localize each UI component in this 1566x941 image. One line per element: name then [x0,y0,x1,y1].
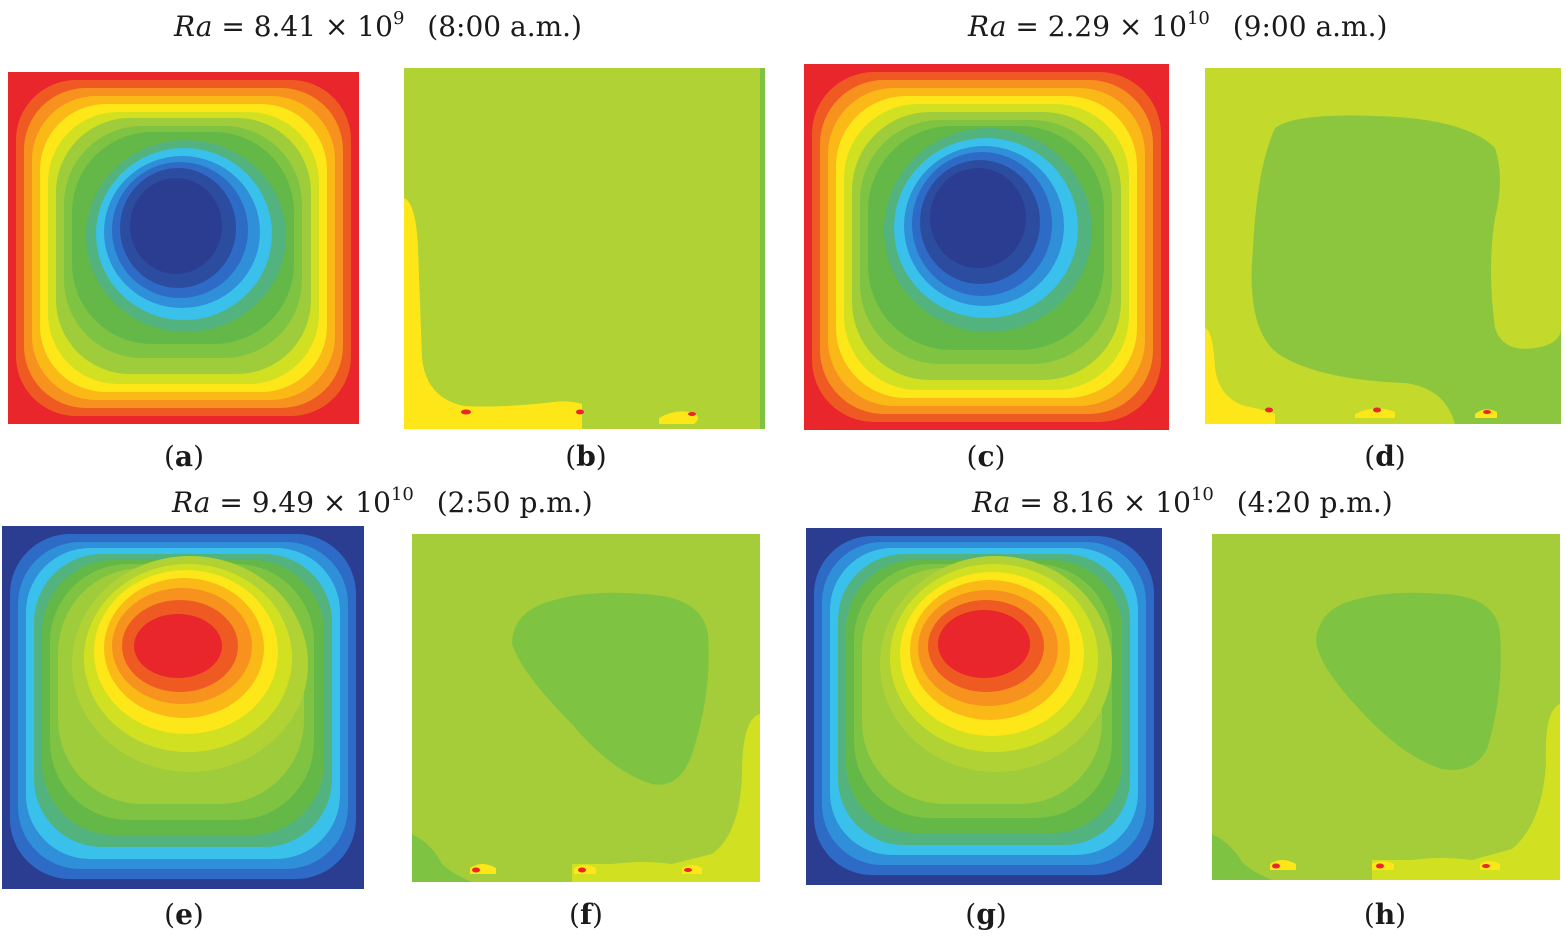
caption-d: (d) [1364,440,1406,473]
caption-a: (a) [163,440,205,473]
caption-f: (f) [569,898,603,931]
title-row2-left: Ra = 9.49 × 1010 (2:50 p.m.) [172,484,593,519]
panel-d-velocity-contour [1205,68,1561,424]
panel-e-temperature-contour [2,526,364,889]
panel-b-velocity-contour [404,68,765,429]
title-row1-left: Ra = 8.41 × 109 (8:00 a.m.) [174,8,582,43]
panel-a-temperature-contour [8,72,359,424]
caption-g: (g) [965,898,1007,931]
title-row1-right: Ra = 2.29 × 1010 (9:00 a.m.) [968,8,1388,43]
title-row2-right: Ra = 8.16 × 1010 (4:20 p.m.) [972,484,1393,519]
panel-f-velocity-contour [412,534,760,882]
caption-c: (c) [966,440,1006,473]
caption-h: (h) [1363,898,1407,931]
caption-e: (e) [164,898,204,931]
panel-h-velocity-contour [1212,534,1560,880]
panel-c-temperature-contour [804,64,1169,430]
caption-b: (b) [565,440,607,473]
panel-g-temperature-contour [806,528,1162,885]
